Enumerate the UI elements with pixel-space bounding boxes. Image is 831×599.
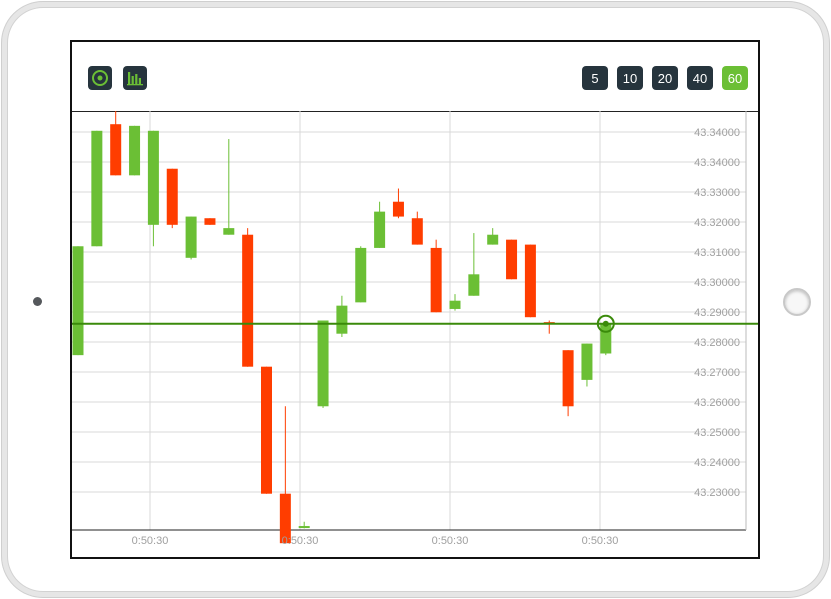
candle-body — [223, 228, 235, 235]
candle[interactable] — [298, 521, 310, 529]
camera-icon — [33, 297, 42, 306]
screen: 5 10 20 40 60 43.34000 43.34000 43.33000 43… — [70, 40, 760, 559]
candle-body — [581, 343, 593, 380]
candle[interactable] — [242, 228, 254, 367]
y-tick-label: 43.34000 — [694, 157, 740, 169]
y-tick-label: 43.33000 — [694, 187, 740, 199]
candle[interactable] — [524, 244, 536, 318]
candle[interactable] — [374, 201, 386, 248]
y-tick-label: 43.24000 — [694, 457, 740, 469]
y-tick-label: 43.32000 — [694, 217, 740, 229]
candle[interactable] — [261, 366, 272, 494]
candles — [72, 89, 612, 544]
candle-body — [204, 218, 216, 225]
candle-body — [261, 366, 272, 494]
candle-body — [185, 216, 197, 258]
current-price-marker-icon — [596, 314, 615, 333]
candle[interactable] — [204, 218, 216, 225]
candle[interactable] — [91, 130, 103, 247]
x-tick-label: 0:50:30 — [132, 535, 169, 547]
candle-body — [562, 350, 574, 407]
candle-body — [166, 168, 178, 225]
candle[interactable] — [506, 239, 518, 280]
candle-body — [374, 211, 386, 248]
candle[interactable] — [430, 239, 442, 313]
timeframe-40-button[interactable]: 40 — [687, 66, 713, 90]
candle[interactable] — [411, 211, 423, 245]
y-axis-labels: 43.34000 43.34000 43.33000 43.32000 43.31000… — [694, 127, 740, 499]
candle[interactable] — [562, 350, 574, 417]
candle-body — [600, 323, 612, 354]
candle[interactable] — [336, 295, 348, 337]
candle[interactable] — [487, 228, 499, 245]
candle[interactable] — [449, 294, 461, 311]
y-tick-label: 43.23000 — [694, 487, 740, 499]
candle[interactable] — [166, 168, 178, 229]
candle[interactable] — [223, 139, 235, 235]
chart-toolbar: 5 10 20 40 60 — [72, 42, 758, 112]
x-tick-label: 0:50:30 — [282, 535, 319, 547]
candle-body — [317, 320, 329, 407]
y-tick-label: 43.25000 — [694, 427, 740, 439]
current-price-line — [72, 314, 758, 333]
y-tick-label: 43.31000 — [694, 247, 740, 259]
candle[interactable] — [110, 89, 122, 176]
x-tick-label: 0:50:30 — [582, 535, 619, 547]
candle[interactable] — [600, 323, 612, 356]
y-tick-label: 43.29000 — [694, 307, 740, 319]
chart-type-button[interactable] — [123, 66, 147, 90]
candle-body — [242, 234, 254, 367]
y-tick-label: 43.27000 — [694, 367, 740, 379]
candle-body — [147, 130, 159, 225]
timeframe-20-button[interactable]: 20 — [652, 66, 678, 90]
candle[interactable] — [147, 130, 159, 247]
candle-body — [72, 246, 84, 356]
target-button[interactable] — [88, 66, 112, 90]
candlestick-chart[interactable]: 43.34000 43.34000 43.33000 43.32000 43.31000… — [72, 89, 758, 557]
y-tick-label: 43.28000 — [694, 337, 740, 349]
candle-body — [430, 247, 442, 313]
target-icon — [92, 70, 108, 86]
candle-body — [506, 239, 518, 280]
current-price-dot — [602, 320, 609, 327]
candle-body — [449, 300, 461, 309]
candle-body — [298, 526, 310, 529]
candle[interactable] — [317, 320, 329, 408]
candle[interactable] — [355, 246, 367, 303]
chart-svg: 43.34000 43.34000 43.33000 43.32000 43.31000… — [72, 89, 758, 547]
candle-body — [487, 234, 499, 245]
candle-body — [468, 274, 480, 296]
bar-chart-icon — [127, 72, 143, 86]
home-button[interactable] — [783, 288, 811, 316]
candle[interactable] — [185, 216, 197, 260]
chart-grid — [72, 111, 747, 531]
candle-body — [336, 305, 348, 334]
timeframe-5-button[interactable]: 5 — [582, 66, 608, 90]
y-tick-label: 43.30000 — [694, 277, 740, 289]
candle-body — [129, 125, 141, 176]
candle[interactable] — [72, 246, 84, 356]
candle-body — [279, 493, 291, 544]
candle-body — [392, 201, 404, 217]
candle-body — [411, 218, 423, 245]
candle[interactable] — [468, 233, 480, 296]
x-tick-label: 0:50:30 — [432, 535, 469, 547]
timeframe-60-button[interactable]: 60 — [722, 66, 748, 90]
x-axis-labels: 0:50:30 0:50:30 0:50:30 0:50:30 — [132, 535, 619, 547]
candle[interactable] — [129, 125, 141, 176]
y-tick-label: 43.26000 — [694, 397, 740, 409]
candle-body — [110, 124, 122, 176]
candle[interactable] — [392, 188, 404, 219]
candle-body — [355, 247, 367, 303]
candle-body — [524, 244, 536, 318]
candle[interactable] — [543, 320, 555, 334]
timeframe-10-button[interactable]: 10 — [617, 66, 643, 90]
y-tick-label: 43.34000 — [694, 127, 740, 139]
candle[interactable] — [279, 406, 291, 544]
candle-body — [91, 130, 103, 247]
candle[interactable] — [581, 343, 593, 387]
